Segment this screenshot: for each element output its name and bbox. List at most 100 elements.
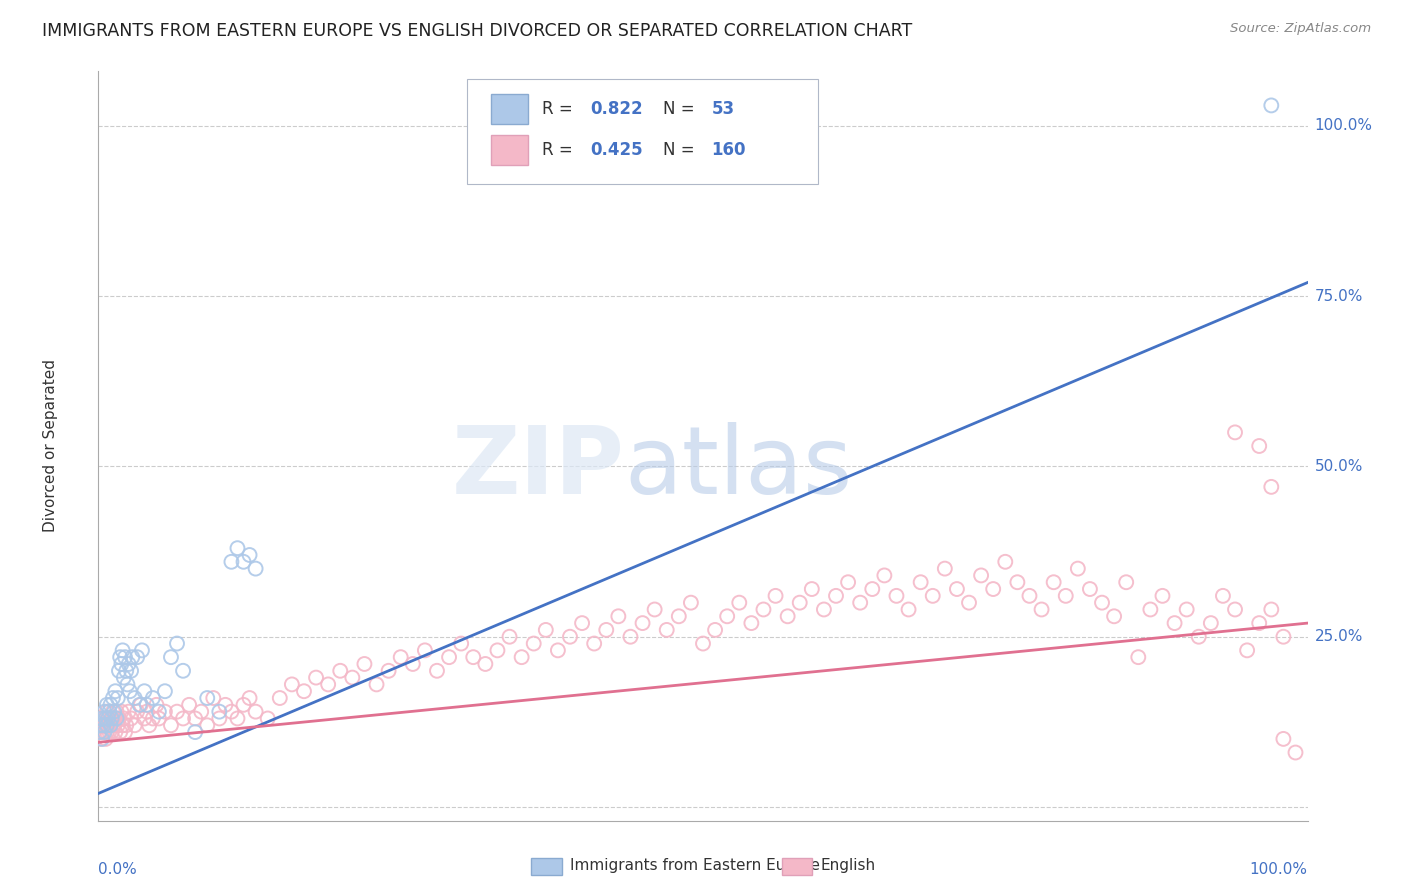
Point — [127, 650, 149, 665]
Point — [571, 616, 593, 631]
Point — [101, 705, 124, 719]
Point — [114, 650, 136, 665]
Point — [166, 705, 188, 719]
Point — [107, 691, 129, 706]
Point — [1188, 630, 1211, 644]
Point — [120, 664, 142, 678]
Point — [96, 725, 118, 739]
Point — [994, 555, 1017, 569]
Text: Immigrants from Eastern Europe: Immigrants from Eastern Europe — [569, 858, 820, 873]
Point — [1199, 616, 1222, 631]
Point — [873, 568, 896, 582]
Point — [91, 725, 114, 739]
Point — [981, 582, 1004, 596]
Point — [195, 718, 218, 732]
Point — [860, 582, 883, 596]
Point — [103, 705, 125, 719]
Point — [226, 711, 249, 725]
Point — [96, 718, 118, 732]
Point — [1249, 616, 1271, 631]
Point — [134, 711, 156, 725]
FancyBboxPatch shape — [531, 858, 561, 874]
Point — [353, 657, 375, 671]
Text: 100.0%: 100.0% — [1250, 862, 1308, 877]
Point — [100, 718, 122, 732]
Point — [184, 725, 207, 739]
Point — [118, 657, 141, 671]
Point — [837, 575, 859, 590]
Point — [91, 718, 114, 732]
Point — [110, 657, 132, 671]
Point — [1007, 575, 1029, 590]
Point — [108, 664, 131, 678]
Text: 53: 53 — [711, 100, 734, 118]
Point — [849, 596, 872, 610]
Point — [1260, 480, 1282, 494]
Point — [1212, 589, 1234, 603]
Point — [148, 711, 170, 725]
Point — [100, 711, 122, 725]
Point — [111, 718, 134, 732]
Point — [118, 684, 141, 698]
Point — [970, 568, 993, 582]
FancyBboxPatch shape — [492, 135, 527, 165]
Point — [142, 691, 165, 706]
Point — [1139, 602, 1161, 616]
Point — [135, 705, 157, 719]
Point — [1078, 582, 1101, 596]
Point — [91, 731, 114, 746]
Point — [498, 630, 520, 644]
Point — [90, 718, 112, 732]
Point — [131, 643, 153, 657]
Point — [583, 636, 606, 650]
Point — [1018, 589, 1040, 603]
Point — [510, 650, 533, 665]
Point — [93, 711, 115, 725]
Point — [91, 711, 114, 725]
Point — [305, 671, 328, 685]
Point — [523, 636, 546, 650]
Point — [1163, 616, 1185, 631]
Text: N =: N = — [664, 100, 700, 118]
Point — [195, 691, 218, 706]
Point — [329, 664, 352, 678]
Point — [558, 630, 581, 644]
Point — [100, 718, 122, 732]
Point — [94, 731, 117, 746]
Point — [1175, 602, 1198, 616]
Point — [160, 718, 183, 732]
Point — [1031, 602, 1053, 616]
Point — [631, 616, 654, 631]
Text: Divorced or Separated: Divorced or Separated — [42, 359, 58, 533]
Point — [377, 664, 399, 678]
Point — [115, 718, 138, 732]
Point — [426, 664, 449, 678]
Point — [256, 711, 278, 725]
Point — [142, 711, 165, 725]
Point — [105, 711, 128, 725]
Point — [292, 684, 315, 698]
Point — [124, 691, 146, 706]
Point — [202, 691, 225, 706]
Point — [679, 596, 702, 610]
Point — [1260, 602, 1282, 616]
Point — [765, 589, 787, 603]
Point — [607, 609, 630, 624]
Point — [138, 718, 160, 732]
Point — [214, 698, 236, 712]
Point — [103, 718, 125, 732]
Text: Source: ZipAtlas.com: Source: ZipAtlas.com — [1230, 22, 1371, 36]
Text: 160: 160 — [711, 141, 747, 159]
Point — [825, 589, 848, 603]
Point — [921, 589, 943, 603]
Point — [740, 616, 762, 631]
Text: 0.425: 0.425 — [591, 141, 643, 159]
Point — [111, 643, 134, 657]
Text: English: English — [820, 858, 876, 873]
Point — [957, 596, 980, 610]
Point — [897, 602, 920, 616]
Point — [644, 602, 666, 616]
Point — [1272, 630, 1295, 644]
Point — [1128, 650, 1150, 665]
Point — [269, 691, 291, 706]
